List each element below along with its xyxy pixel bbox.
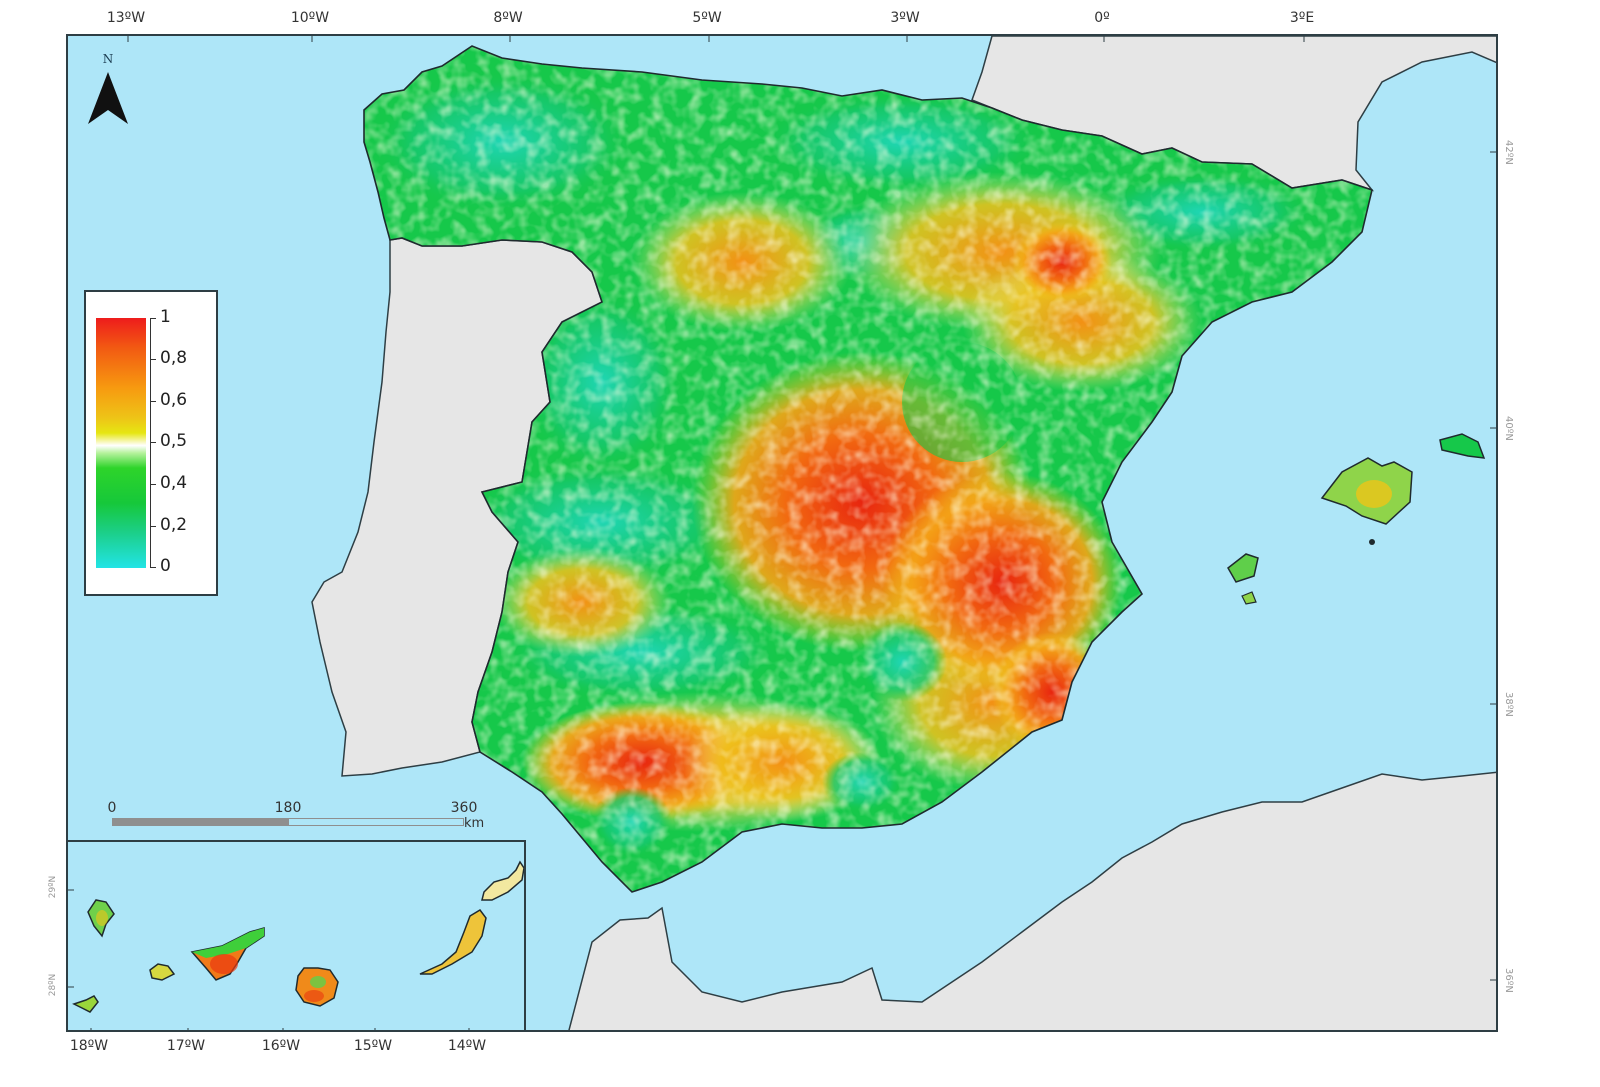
north-arrow: N [86, 52, 130, 126]
color-legend: 1 0,8 0,6 0,5 0,4 0,2 0 [84, 290, 218, 596]
scale-label: 360 [450, 800, 478, 816]
inset-longitude-label: 18ºW [69, 1038, 109, 1054]
longitude-label: 10ºW [290, 10, 330, 26]
north-letter: N [102, 52, 114, 66]
north-arrow-icon [88, 72, 128, 124]
legend-color-ramp [96, 318, 146, 568]
legend-axis [150, 318, 151, 568]
longitude-label: 5ºW [692, 10, 722, 26]
spain-coastline [363, 45, 1373, 893]
legend-label: 0,6 [160, 390, 188, 410]
scale-segment [288, 818, 464, 826]
scale-label: 0 [107, 800, 117, 816]
longitude-label: 13ºW [106, 10, 146, 26]
inset-longitude-label: 16ºW [261, 1038, 301, 1054]
latitude-label: 42ºN [1503, 140, 1514, 165]
legend-label: 0,4 [160, 473, 188, 493]
latitude-label: 38ºN [1503, 692, 1514, 717]
latitude-label: 36ºN [1503, 968, 1514, 993]
legend-label: 1 [160, 307, 171, 327]
legend-label: 0,8 [160, 348, 188, 368]
island-fuerteventura [419, 909, 487, 975]
inset-longitude-label: 14ºW [447, 1038, 487, 1054]
africa-landmass [568, 771, 1496, 1030]
inset-canvas [68, 860, 524, 1030]
island-la-gomera [149, 963, 176, 981]
map-canvas [127, 36, 1496, 1030]
longitude-label: 8ºW [493, 10, 523, 26]
balearic-islands [1227, 433, 1486, 605]
legend-label: 0,5 [160, 431, 188, 451]
legend-label: 0,2 [160, 515, 188, 535]
legend-label: 0 [160, 556, 171, 576]
scale-label: 180 [274, 800, 302, 816]
island-el-hierro [72, 995, 99, 1013]
island-lanzarote [481, 860, 524, 901]
longitude-label: 3ºW [890, 10, 920, 26]
inset-latitude-label: 29ºN [48, 875, 59, 899]
scale-segment [112, 818, 288, 826]
scale-unit: km [464, 816, 485, 831]
canary-islands-inset[interactable] [66, 840, 526, 1032]
longitude-label: 0º [1094, 10, 1110, 26]
inset-latitude-label: 28ºN [48, 973, 59, 997]
latitude-label: 40ºN [1503, 416, 1514, 441]
inset-longitude-label: 17ºW [166, 1038, 206, 1054]
inset-longitude-label: 15ºW [353, 1038, 393, 1054]
longitude-label: 3ºE [1289, 10, 1315, 26]
scale-bar: 0 180 360 km [108, 800, 508, 834]
